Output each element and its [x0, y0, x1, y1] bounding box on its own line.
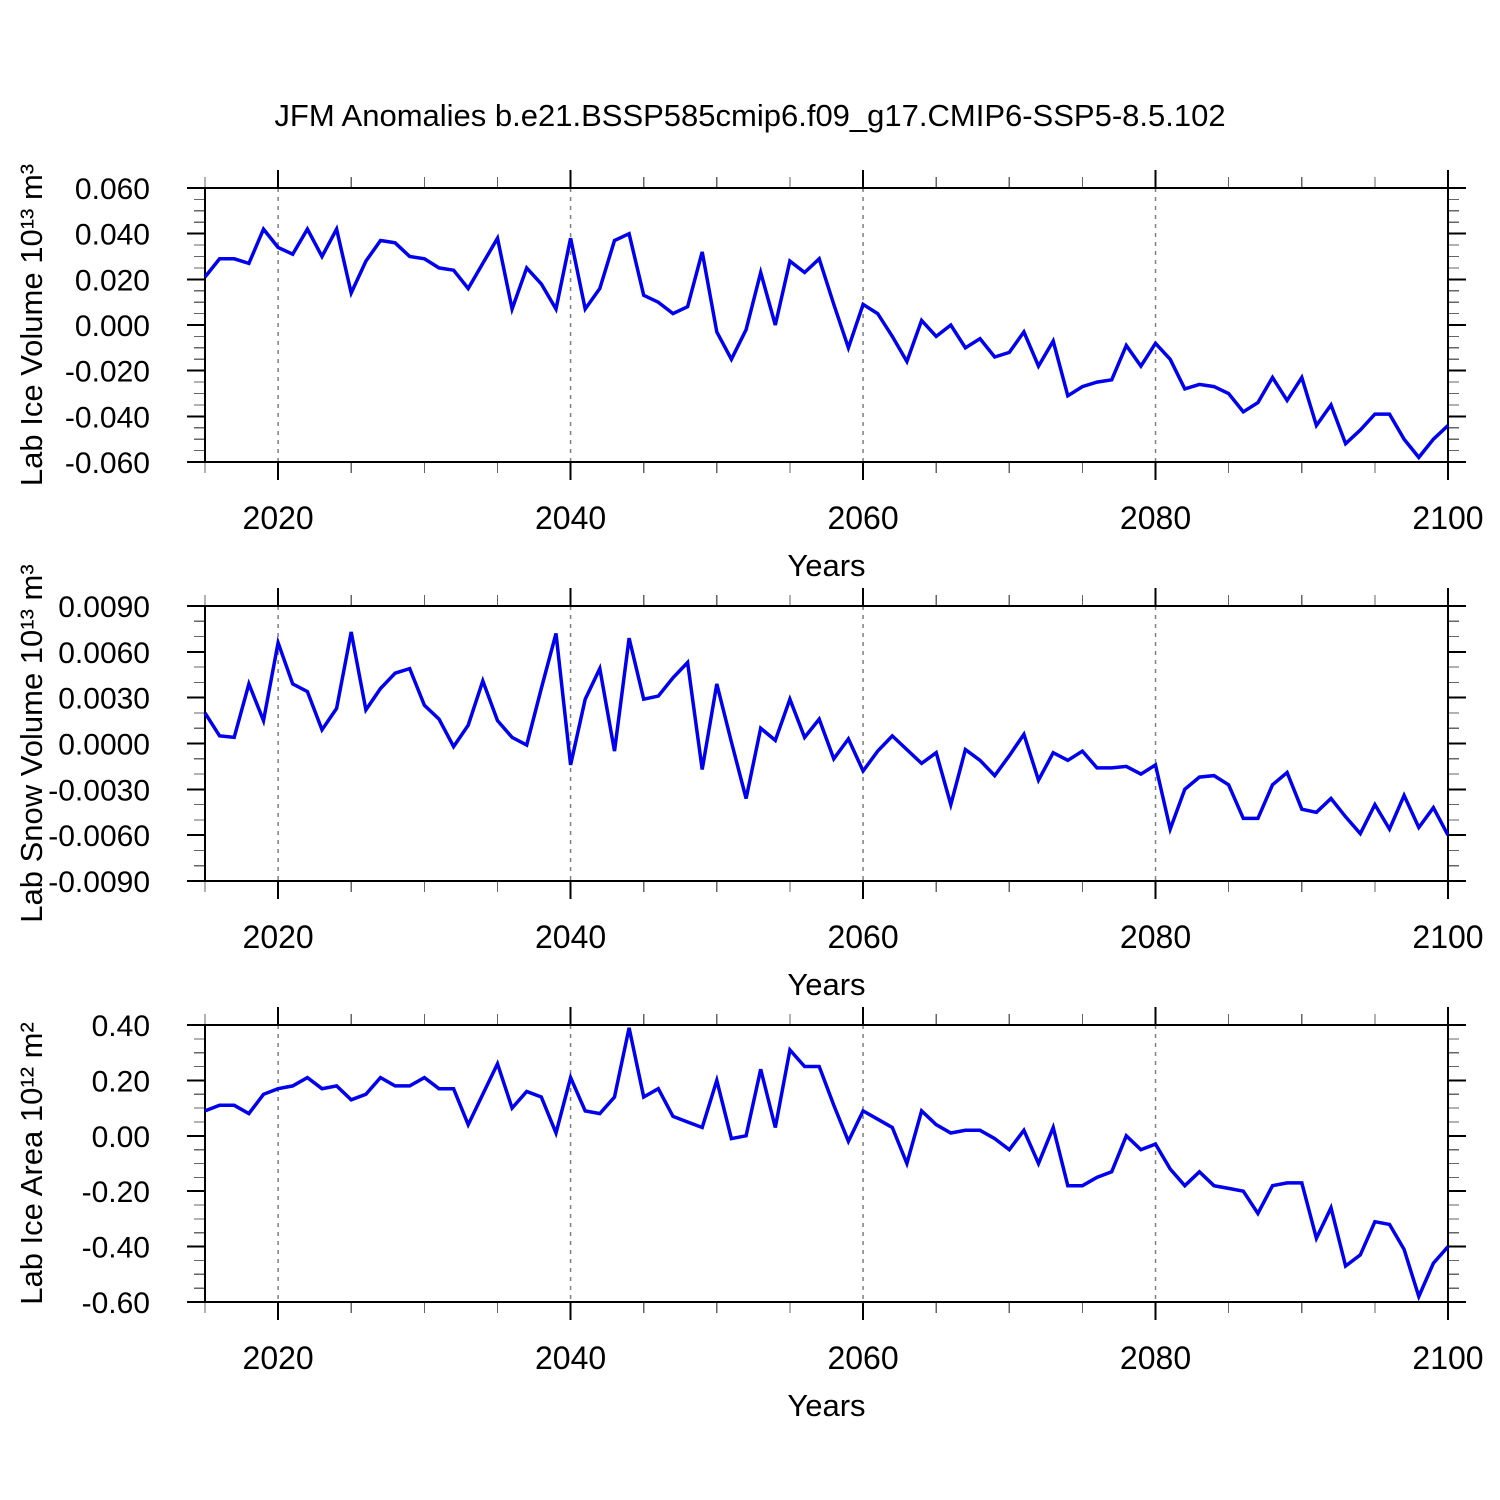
ticks: [187, 170, 1466, 480]
y-axis-title: Lab Snow Volume 10¹³ m³: [14, 564, 49, 922]
y-tick-label: -0.0060: [48, 820, 150, 853]
series-line-3: [204, 1027, 1450, 1302]
ticks: [187, 588, 1466, 899]
y-tick-label: 0.40: [92, 1010, 150, 1043]
y-tick-label: -0.0030: [48, 774, 150, 807]
chart-1: 0.060 0.040 0.020 0.000 -0.020 -0.040 -0.060 20…: [14, 164, 1484, 583]
y-tick-label: -0.20: [82, 1176, 150, 1209]
y-tick-label: 0.0000: [58, 729, 150, 762]
plot-frame: [204, 605, 1449, 882]
y-tick-label: -0.020: [65, 356, 150, 389]
x-tick-label: 2040: [535, 919, 606, 955]
x-tick-label: 2100: [1412, 500, 1483, 536]
x-tick-label: 2020: [243, 1340, 314, 1376]
x-axis-title: Years: [787, 548, 865, 583]
x-tick-label: 2080: [1120, 919, 1191, 955]
y-axis-title: Lab Ice Volume 10¹³ m³: [14, 164, 49, 486]
x-tick-label: 2100: [1412, 1340, 1483, 1376]
y-tick-label: 0.000: [75, 310, 150, 343]
figure-title: JFM Anomalies b.e21.BSSP585cmip6.f09_g17…: [274, 98, 1226, 133]
y-tick-label: 0.20: [92, 1065, 150, 1098]
y-tick-label: -0.060: [65, 447, 150, 480]
ticks: [187, 1007, 1466, 1320]
x-axis-title: Years: [787, 967, 865, 1002]
x-tick-label: 2080: [1120, 1340, 1191, 1376]
x-tick-label: 2020: [243, 919, 314, 955]
chart-2: 0.0090 0.0060 0.0030 0.0000 -0.0030 -0.0060 -0…: [14, 564, 1484, 1002]
x-tick-label: 2080: [1120, 500, 1191, 536]
x-tick-label: 2060: [827, 1340, 898, 1376]
y-tick-label: 0.0030: [58, 683, 150, 716]
x-axis-title: Years: [787, 1388, 865, 1423]
y-tick-label: -0.0090: [48, 866, 150, 899]
y-tick-label: 0.060: [75, 173, 150, 206]
series-line-2: [203, 631, 1450, 837]
y-tick-label: 0.020: [75, 264, 150, 297]
x-tick-label: 2060: [827, 500, 898, 536]
plot-frame: [204, 187, 1449, 463]
y-tick-label: -0.040: [65, 401, 150, 434]
x-tick-label: 2040: [535, 1340, 606, 1376]
series-line-1: [203, 224, 1450, 461]
x-tick-label: 2100: [1412, 919, 1483, 955]
y-tick-label: -0.40: [82, 1232, 150, 1265]
y-tick-label: -0.60: [82, 1287, 150, 1320]
y-tick-label: 0.0090: [58, 591, 150, 624]
y-tick-label: 0.0060: [58, 637, 150, 670]
x-tick-label: 2060: [827, 919, 898, 955]
y-tick-label: 0.00: [92, 1121, 150, 1154]
x-tick-label: 2020: [243, 500, 314, 536]
x-tick-label: 2040: [535, 500, 606, 536]
chart-3: 0.40 0.20 0.00 -0.20 -0.40 -0.60 2020 2040 2060 2…: [14, 1007, 1484, 1423]
plot-frame: [204, 1024, 1449, 1303]
y-tick-label: 0.040: [75, 219, 150, 252]
y-axis-title: Lab Ice Area 10¹² m²: [14, 1022, 49, 1305]
